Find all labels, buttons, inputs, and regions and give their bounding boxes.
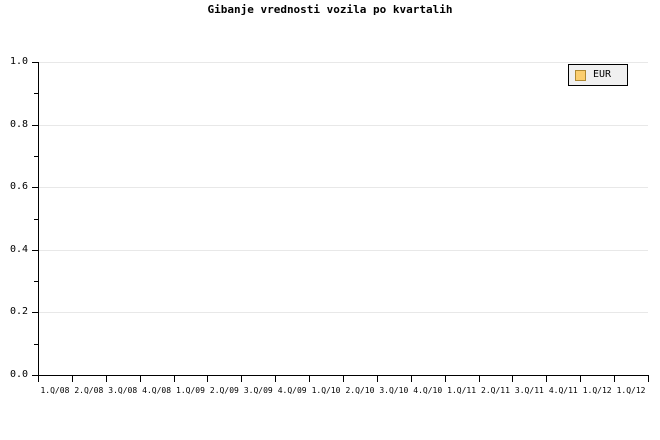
x-axis-tick: [445, 376, 446, 382]
y-axis-tick-major: [32, 124, 39, 126]
x-axis-tick: [309, 376, 310, 382]
x-axis-label: 1.Q/12: [582, 386, 612, 395]
y-axis-tick-minor: [34, 155, 39, 157]
x-axis-label: 3.Q/09: [243, 386, 273, 395]
x-axis-label: 2.Q/10: [345, 386, 375, 395]
x-axis-tick: [343, 376, 344, 382]
legend-item-eur[interactable]: EUR: [569, 65, 627, 85]
x-axis-tick: [241, 376, 242, 382]
x-axis-label: 3.Q/08: [108, 386, 138, 395]
legend-item-label: EUR: [593, 69, 612, 80]
x-axis-label: 4.Q/11: [548, 386, 578, 395]
x-axis-tick: [207, 376, 208, 382]
x-axis-label: 3.Q/11: [514, 386, 544, 395]
chart-legend[interactable]: EUR: [568, 64, 628, 86]
gridline-horizontal: [38, 187, 648, 189]
chart-title: Gibanje vrednosti vozila po kvartalih: [207, 3, 453, 16]
plot-area: [38, 62, 648, 375]
x-axis-label: 1.Q/08: [40, 386, 70, 395]
y-axis-tick-major: [32, 375, 39, 376]
x-axis-tick: [648, 376, 649, 382]
y-axis-tick-major: [32, 62, 39, 63]
x-axis-label: 2.Q/11: [481, 386, 510, 395]
x-axis-tick: [479, 376, 480, 382]
y-axis-tick-minor: [34, 281, 39, 283]
x-axis-label: 4.Q/08: [142, 386, 172, 395]
x-axis-label: 4.Q/10: [413, 386, 443, 395]
x-axis-tick: [377, 376, 378, 382]
x-axis-label: 1.Q/09: [176, 386, 205, 395]
x-axis-tick: [580, 376, 581, 382]
gridline-horizontal: [38, 124, 648, 126]
y-axis-label: 0.2: [9, 306, 28, 318]
y-axis-label: 0.6: [9, 181, 28, 193]
y-axis-label: 0.4: [9, 243, 28, 255]
y-axis-tick-major: [32, 187, 39, 189]
x-axis-tick: [614, 376, 615, 382]
gridline-horizontal: [38, 62, 648, 63]
x-axis-tick: [275, 376, 276, 382]
y-axis-label: 0.8: [9, 118, 28, 130]
x-axis-label: 2.Q/09: [209, 386, 239, 395]
x-axis-tick: [106, 376, 107, 382]
y-axis-tick-major: [32, 312, 39, 314]
x-axis-tick: [512, 376, 513, 382]
x-axis-label: 4.Q/09: [277, 386, 307, 395]
x-axis-tick: [72, 376, 73, 382]
x-axis-label: 2.Q/08: [74, 386, 104, 395]
x-axis-label: 3.Q/10: [379, 386, 409, 395]
x-axis-tick: [411, 376, 412, 382]
legend-swatch-icon: [575, 69, 586, 81]
x-axis-tick: [546, 376, 547, 382]
x-axis-tick: [140, 376, 141, 382]
x-axis-line: [38, 375, 649, 376]
gridline-horizontal: [38, 249, 648, 251]
gridline-horizontal: [38, 312, 648, 314]
y-axis-tick-minor: [34, 343, 39, 345]
x-axis-label: 1.Q/10: [311, 386, 341, 395]
y-axis-tick-minor: [34, 93, 39, 95]
y-axis-tick-minor: [34, 218, 39, 220]
x-axis-label: 1.Q/12: [616, 386, 646, 395]
x-axis-label: 1.Q/11: [447, 386, 477, 395]
y-axis-tick-major: [32, 249, 39, 251]
y-axis-label: 0.0: [9, 369, 28, 380]
x-axis-tick: [38, 376, 39, 382]
x-axis-tick: [174, 376, 175, 382]
y-axis-label: 1.0: [9, 56, 28, 67]
